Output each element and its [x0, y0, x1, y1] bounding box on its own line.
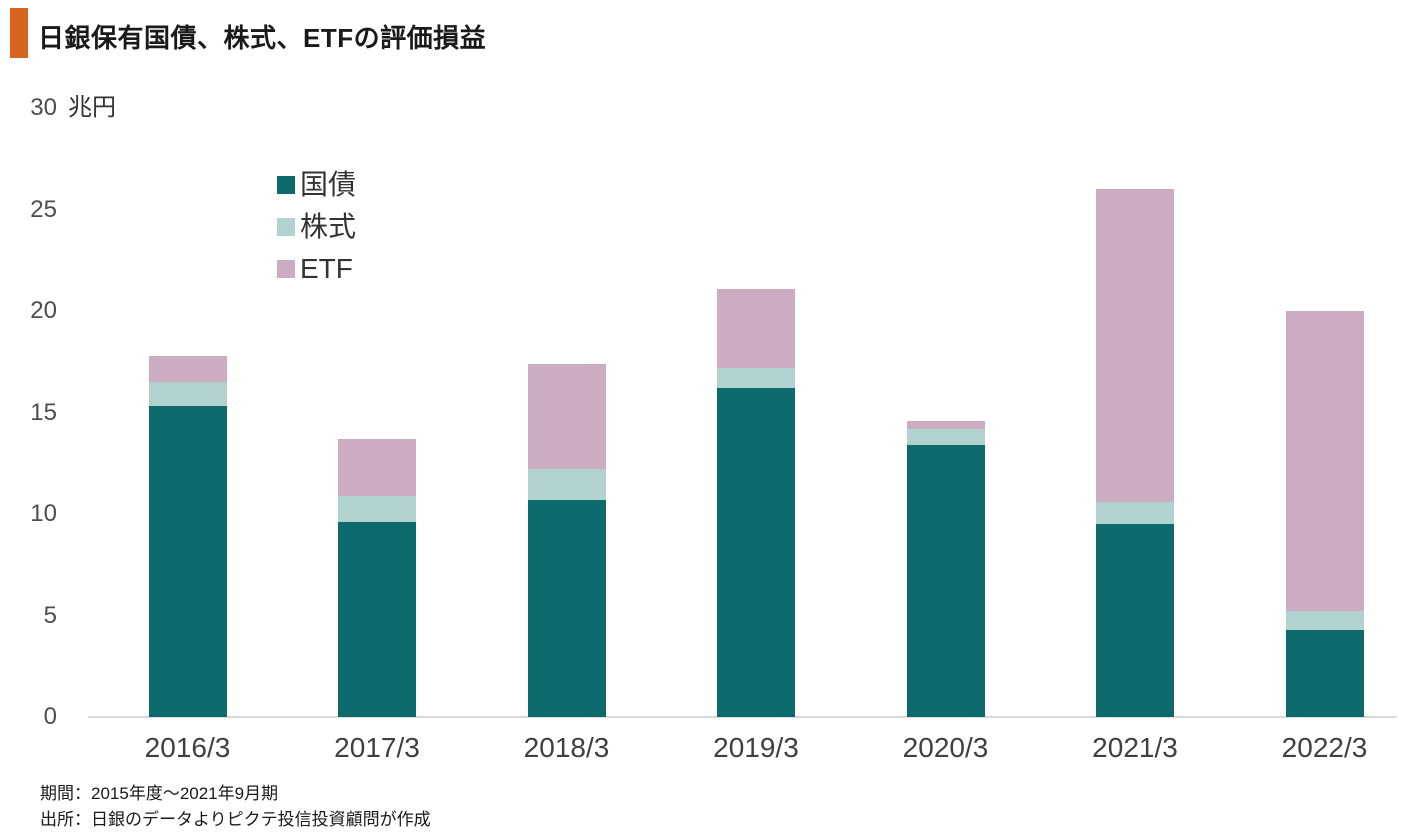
bar-segment-株式-2016/3 — [148, 382, 227, 407]
y-tick-label: 0 — [43, 703, 57, 730]
bar-segment-株式-2021/3 — [1096, 501, 1174, 525]
x-axis-label: 2022/3 — [1281, 732, 1368, 763]
legend-swatch-kokusai — [277, 176, 295, 194]
legend-item-etf: ETF — [277, 248, 356, 290]
legend-item-kabushiki: 株式 — [277, 206, 356, 248]
bar-segment-ETF-2017/3 — [338, 438, 416, 496]
x-axis-label: 2018/3 — [523, 732, 610, 763]
bar-segment-国債-2016/3 — [148, 406, 227, 717]
x-axis-line — [88, 716, 1397, 718]
bar-segment-株式-2017/3 — [338, 495, 416, 523]
legend-item-kokusai: 国債 — [277, 164, 356, 206]
bar-segment-ETF-2022/3 — [1285, 311, 1364, 612]
bar-segment-ETF-2016/3 — [148, 355, 227, 383]
x-axis-label: 2017/3 — [334, 732, 420, 763]
y-tick-label: 15 — [30, 398, 57, 426]
y-tick-label: 20 — [30, 297, 57, 324]
bar-segment-株式-2019/3 — [717, 367, 795, 389]
footnote-period: 期間：2015年度～2021年9月期 — [40, 784, 279, 803]
legend-label-kokusai: 国債 — [300, 169, 357, 200]
y-tick-label: 25 — [30, 195, 57, 223]
title-accent-bar — [10, 8, 28, 58]
chart-footnotes: 期間：2015年度～2021年9月期 出所：日銀のデータよりピクテ投信投資顧問が… — [40, 781, 431, 833]
chart-title: 日銀保有国債、株式、ETFの評価損益 — [38, 23, 487, 53]
bar-segment-ETF-2018/3 — [527, 363, 606, 470]
bar-segment-国債-2020/3 — [906, 444, 985, 717]
legend-label-kabushiki: 株式 — [300, 211, 357, 242]
x-axis-label: 2020/3 — [902, 732, 989, 763]
legend-label-etf: ETF — [300, 253, 353, 284]
legend-swatch-kabushiki — [277, 218, 295, 236]
y-tick-label: 30 — [30, 94, 57, 121]
bar-segment-国債-2022/3 — [1285, 629, 1364, 717]
chart-legend: 国債 株式 ETF — [277, 164, 356, 290]
y-tick-label: 10 — [30, 500, 57, 527]
y-tick-label: 5 — [43, 601, 57, 629]
x-axis-label: 2021/3 — [1092, 732, 1178, 763]
bar-segment-国債-2021/3 — [1096, 524, 1174, 717]
bar-segment-国債-2017/3 — [338, 522, 416, 717]
bar-segment-国債-2018/3 — [527, 499, 606, 717]
bar-segment-ETF-2020/3 — [906, 420, 985, 429]
bar-segment-株式-2020/3 — [906, 428, 985, 445]
bar-segment-ETF-2021/3 — [1096, 189, 1174, 502]
bar-segment-株式-2018/3 — [527, 469, 606, 500]
bar-segment-株式-2022/3 — [1285, 611, 1364, 630]
bar-segment-ETF-2019/3 — [717, 288, 795, 368]
x-axis-label: 2016/3 — [144, 732, 231, 763]
footnote-source: 出所：日銀のデータよりピクテ投信投資顧問が作成 — [40, 810, 431, 829]
legend-swatch-etf — [277, 260, 295, 278]
y-axis-unit-label: 兆円 — [68, 94, 116, 121]
bar-segment-国債-2019/3 — [717, 388, 795, 717]
x-axis-label: 2019/3 — [713, 732, 799, 763]
